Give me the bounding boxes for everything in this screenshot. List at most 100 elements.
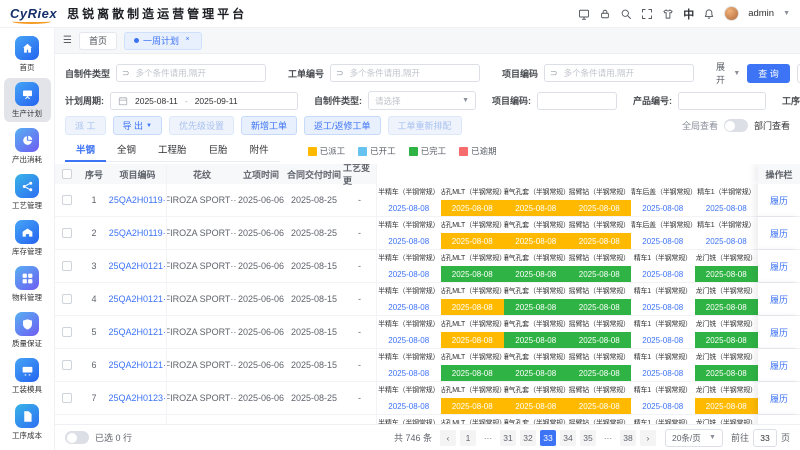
op-date[interactable]: 2025-08-08 xyxy=(388,269,430,279)
op-date[interactable]: 2025-08-08 xyxy=(694,299,758,315)
op-date[interactable]: 2025-08-08 xyxy=(504,299,568,315)
page-button-1[interactable]: 1 xyxy=(459,429,476,446)
project-code-link[interactable]: T25QA2H0119··· xyxy=(109,195,166,205)
sidebar-item-doc2[interactable] xyxy=(4,446,51,450)
op-date[interactable]: 2025-08-08 xyxy=(440,299,504,315)
op-date[interactable]: 2025-08-08 xyxy=(642,269,684,279)
menu-collapse-icon[interactable]: ☰ xyxy=(63,35,72,46)
fullscreen-icon[interactable] xyxy=(641,8,653,20)
op-date[interactable]: 2025-08-08 xyxy=(440,233,504,249)
page-size-select[interactable]: 20条/页 ▼ xyxy=(664,428,723,447)
row-checkbox[interactable] xyxy=(62,294,72,304)
sidebar-item-machine[interactable]: 工装模具 xyxy=(4,354,51,398)
filter-input[interactable] xyxy=(561,67,689,79)
contains-operator-icon[interactable]: ⊃ xyxy=(550,67,558,78)
category-tab-4[interactable]: 附件 xyxy=(249,145,269,156)
search-icon[interactable] xyxy=(620,8,632,20)
toolbar-button-1[interactable]: 导 出 ▼ xyxy=(112,116,162,135)
row-checkbox[interactable] xyxy=(62,393,72,403)
category-tab-3[interactable]: 巨胎 xyxy=(208,145,228,156)
contains-operator-icon[interactable]: ⊃ xyxy=(122,67,130,78)
history-link[interactable]: 履历 xyxy=(769,393,788,404)
selected-only-switch[interactable] xyxy=(65,431,89,444)
op-date[interactable]: 2025-08-08 xyxy=(504,332,568,348)
history-link[interactable]: 履历 xyxy=(769,228,788,239)
reset-button[interactable]: 重 置 xyxy=(796,63,800,83)
project-code-link[interactable]: T25QA2H0121··· xyxy=(109,327,167,337)
op-date[interactable]: 2025-08-08 xyxy=(440,398,504,414)
op-date[interactable]: 2025-08-08 xyxy=(642,401,684,411)
history-link[interactable]: 履历 xyxy=(769,294,788,305)
category-tab-2[interactable]: 工程胎 xyxy=(158,145,187,156)
select-all-checkbox[interactable] xyxy=(62,169,72,179)
sidebar-item-pie[interactable]: 产出消耗 xyxy=(4,124,51,168)
op-date[interactable]: 2025-08-08 xyxy=(705,203,747,213)
op-date[interactable]: 2025-08-08 xyxy=(388,335,430,345)
row-checkbox[interactable] xyxy=(62,261,72,271)
op-date[interactable]: 2025-08-08 xyxy=(388,302,430,312)
op-date[interactable]: 2025-08-08 xyxy=(567,299,631,315)
op-date[interactable]: 2025-08-08 xyxy=(440,365,504,381)
close-icon[interactable]: × xyxy=(185,36,190,43)
expand-toggle[interactable]: 展开 ▼ xyxy=(716,60,740,86)
page-button-38[interactable]: 38 xyxy=(619,429,636,446)
filter-input[interactable] xyxy=(347,67,475,79)
page-button-33[interactable]: 33 xyxy=(539,429,556,446)
self-made-type-select[interactable]: 请选择 ▼ xyxy=(368,91,476,110)
project-code-link[interactable]: T25QA2H0119··· xyxy=(109,228,166,238)
search-button[interactable]: 查 询 xyxy=(747,63,790,83)
op-date[interactable]: 2025-08-08 xyxy=(642,203,684,213)
row-checkbox[interactable] xyxy=(62,228,72,238)
contains-operator-icon[interactable]: ⊃ xyxy=(336,67,344,78)
page-button-32[interactable]: 32 xyxy=(519,429,536,446)
op-date[interactable]: 2025-08-08 xyxy=(504,398,568,414)
sidebar-item-share[interactable]: 工艺管理 xyxy=(4,170,51,214)
avatar[interactable] xyxy=(724,6,740,21)
date-range-picker[interactable]: 2025-08-11 - 2025-09-11 xyxy=(110,91,298,110)
filter-input[interactable] xyxy=(133,67,261,79)
history-link[interactable]: 履历 xyxy=(769,327,788,338)
page-button-34[interactable]: 34 xyxy=(559,429,576,446)
op-date[interactable]: 2025-08-08 xyxy=(388,401,430,411)
project-code-input[interactable] xyxy=(543,94,611,107)
row-checkbox[interactable] xyxy=(62,327,72,337)
sidebar-item-blocks[interactable]: 物料管理 xyxy=(4,262,51,306)
op-date[interactable]: 2025-08-08 xyxy=(642,302,684,312)
op-date[interactable]: 2025-08-08 xyxy=(642,368,684,378)
user-menu[interactable]: admin xyxy=(748,8,775,19)
page-button-31[interactable]: 31 xyxy=(499,429,516,446)
op-date[interactable]: 2025-08-08 xyxy=(440,332,504,348)
op-date[interactable]: 2025-08-08 xyxy=(567,266,631,282)
project-code-link[interactable]: T25QA2H0121··· xyxy=(109,294,167,304)
sidebar-item-doc[interactable]: 工序成本 xyxy=(4,400,51,444)
sidebar-item-home[interactable]: 首页 xyxy=(4,32,51,76)
product-no-input[interactable] xyxy=(684,94,760,107)
op-date[interactable]: 2025-08-08 xyxy=(567,200,631,216)
category-tab-1[interactable]: 全钢 xyxy=(117,145,137,156)
view-scope-switch[interactable] xyxy=(723,119,748,132)
page-button-35[interactable]: 35 xyxy=(579,429,596,446)
row-checkbox[interactable] xyxy=(62,360,72,370)
op-date[interactable]: 2025-08-08 xyxy=(642,335,684,345)
op-date[interactable]: 2025-08-08 xyxy=(642,236,684,246)
op-date[interactable]: 2025-08-08 xyxy=(388,368,430,378)
history-link[interactable]: 履历 xyxy=(769,360,788,371)
op-date[interactable]: 2025-08-08 xyxy=(694,266,758,282)
op-date[interactable]: 2025-08-08 xyxy=(694,365,758,381)
language-toggle[interactable]: 中 xyxy=(683,8,695,21)
op-date[interactable]: 2025-08-08 xyxy=(504,365,568,381)
toolbar-button-4[interactable]: 返工/返修工单 xyxy=(304,116,381,135)
op-date[interactable]: 2025-08-08 xyxy=(504,266,568,282)
op-date[interactable]: 2025-08-08 xyxy=(567,398,631,414)
prev-page-button[interactable]: ‹ xyxy=(439,429,456,446)
op-date[interactable]: 2025-08-08 xyxy=(388,236,430,246)
project-code-link[interactable]: T25QA2H0121··· xyxy=(109,261,167,271)
toolbar-button-3[interactable]: 新增工单 xyxy=(241,116,298,135)
op-date[interactable]: 2025-08-08 xyxy=(694,332,758,348)
op-date[interactable]: 2025-08-08 xyxy=(567,233,631,249)
op-date[interactable]: 2025-08-08 xyxy=(440,200,504,216)
op-date[interactable]: 2025-08-08 xyxy=(705,236,747,246)
op-date[interactable]: 2025-08-08 xyxy=(388,203,430,213)
tab-week-plan[interactable]: 一周计划 × xyxy=(123,31,202,50)
op-date[interactable]: 2025-08-08 xyxy=(694,398,758,414)
